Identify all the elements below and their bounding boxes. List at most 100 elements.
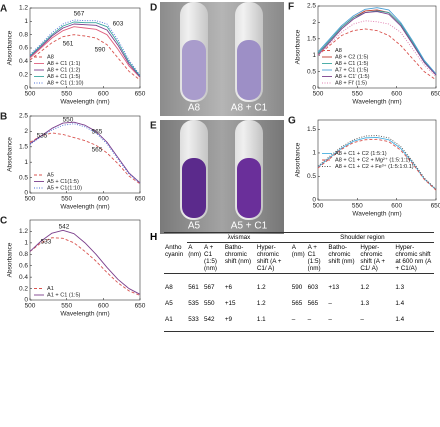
series-line — [29, 26, 141, 78]
panel-letter: C — [0, 216, 7, 227]
x-tick-label: 550 — [61, 91, 72, 98]
legend-label: A8 + C2 (1:5) — [335, 54, 369, 60]
y-axis-label: Absorbance — [295, 142, 302, 177]
x-tick-label: 600 — [391, 91, 402, 98]
x-tick-label: 650 — [431, 91, 440, 98]
column-header: A + C1 (1:5) (nm) — [204, 244, 217, 272]
y-tick-label: 0 — [312, 85, 316, 92]
column-header: Hyper- chromic shift (A + C1/ A) — [360, 244, 386, 272]
table-cell: 1.2 — [256, 300, 266, 307]
series-line — [317, 7, 437, 75]
column-header: Batho- chromic shift (nm) — [224, 244, 252, 265]
x-tick-label: 600 — [98, 91, 109, 98]
table-cell: 535 — [188, 300, 199, 307]
y-tick-label: 1 — [24, 159, 28, 166]
photo — [160, 120, 284, 234]
table-cell: 550 — [204, 300, 215, 307]
table-cell: A1 — [165, 316, 173, 323]
series-line — [29, 19, 141, 76]
annotation: 603 — [113, 21, 124, 28]
table-cell: 1.4 — [395, 316, 405, 323]
panel-letter: D — [150, 3, 157, 14]
table-cell: 1.3 — [360, 300, 370, 307]
legend-label: A8 + C1 (1:10) — [47, 80, 84, 86]
column-header: A (nm) — [188, 244, 202, 258]
series-line — [29, 123, 141, 184]
liquid — [237, 40, 261, 100]
annotation: 561 — [63, 41, 74, 48]
x-tick-label: 600 — [391, 203, 402, 210]
x-tick-label: 550 — [352, 203, 363, 210]
x-tick-label: 550 — [352, 91, 363, 98]
x-axis-label: Wavelength (nm) — [60, 99, 109, 106]
legend-label: A7 + C1 (1:5) — [335, 67, 369, 73]
series-line — [317, 135, 437, 190]
legend-label: A5 + C1(1:10) — [47, 185, 82, 191]
table-cell: 1.2 — [360, 284, 370, 291]
legend-label: A8 — [335, 48, 342, 54]
column-header: Hyper- chromic shift at 600 nm (A + C1/A… — [395, 244, 432, 272]
liquid — [182, 158, 206, 218]
table-cell: 590 — [291, 284, 303, 291]
table-cell: – — [291, 316, 296, 323]
photo-label: A5 + C1 — [231, 221, 268, 232]
plot-frame — [29, 115, 141, 194]
series-line — [29, 237, 141, 296]
table-head: λvismax Shoulder region Antho cyanin A (nm… — [164, 232, 434, 274]
panel-letter: B — [0, 112, 7, 123]
legend-label: A8 + C1 + C2 (1:5:1) — [335, 151, 387, 157]
x-tick-label: 550 — [61, 303, 72, 310]
legend-label: A5 + C1(1:5) — [47, 179, 79, 185]
y-tick-label: 0.8 — [19, 31, 28, 38]
y-tick-label: 0.2 — [19, 285, 28, 292]
y-axis-label: Absorbance — [7, 137, 14, 172]
x-axis-label: Wavelength (nm) — [60, 311, 109, 318]
plot-frame — [317, 119, 437, 201]
series-line — [29, 21, 141, 77]
column-header: Hyper- chromic shift (A + C1/ A) — [256, 244, 282, 272]
y-tick-label: 1 — [312, 150, 316, 157]
x-tick-label: 500 — [25, 196, 36, 203]
table-cell: 1.2 — [256, 284, 266, 291]
y-tick-label: 1 — [24, 18, 28, 25]
plot-frame — [317, 5, 437, 89]
x-tick-label: 500 — [313, 203, 324, 210]
table-cell: 1.4 — [395, 300, 405, 307]
liquid — [237, 158, 261, 218]
x-axis-label: Wavelength (nm) — [352, 211, 401, 218]
table-cell: 567 — [204, 284, 215, 291]
legend-label: A1 — [47, 286, 54, 292]
panel-letter: A — [0, 4, 7, 15]
panel-letter: F — [288, 2, 294, 13]
table-panel: H λvismax Shoulder region Antho cyanin A (… — [150, 232, 438, 332]
y-tick-label: 2 — [312, 19, 316, 26]
legend-label: A1 + C1 (1:5) — [47, 292, 81, 298]
y-tick-label: 0.5 — [307, 68, 316, 75]
x-tick-label: 650 — [135, 91, 146, 98]
column-header: Antho cyanin — [165, 243, 184, 258]
x-tick-label: 500 — [25, 303, 36, 310]
legend-label: A8 — [47, 54, 54, 60]
column-header-row: Antho cyanin A (nm) A + C1 (1:5) (nm) Batho… — [164, 243, 434, 274]
y-tick-label: 2.5 — [19, 113, 28, 120]
legend-label: A8 + C1 (1:5) — [47, 74, 81, 80]
x-tick-label: 550 — [61, 196, 72, 203]
y-tick-label: 1.5 — [307, 36, 316, 43]
series-line — [317, 10, 437, 75]
x-axis-label: Wavelength (nm) — [60, 204, 109, 211]
annotation: 565 — [92, 129, 103, 136]
table-cell: 533 — [188, 316, 199, 323]
x-tick-label: 500 — [313, 91, 324, 98]
x-tick-label: 650 — [135, 303, 146, 310]
y-axis-label: Absorbance — [7, 242, 14, 277]
column-header: Batho- chromic shift (nm) — [328, 244, 355, 265]
photo-label: A8 + C1 — [231, 103, 268, 114]
legend-label: A8 + C1 (1:2) — [47, 67, 81, 73]
y-tick-label: 0.5 — [19, 174, 28, 181]
legend-label: A8 + C1' (1:5) — [335, 74, 370, 80]
annotation: 550 — [63, 117, 74, 124]
group-header: Shoulder region — [290, 232, 434, 243]
table-cell: – — [307, 316, 312, 323]
table-cell: – — [328, 300, 332, 307]
photo-label: A8 — [188, 103, 201, 114]
